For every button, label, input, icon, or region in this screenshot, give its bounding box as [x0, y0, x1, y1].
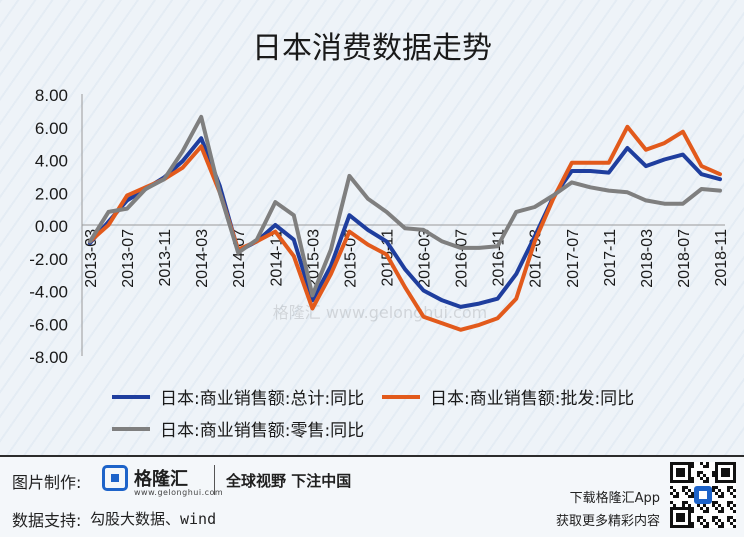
x-tick-label: 2017-07: [565, 229, 582, 288]
series-line-2: [88, 124, 722, 332]
y-tick-label: -4.00: [29, 283, 68, 302]
x-tick-label: 2018-07: [676, 229, 693, 288]
svg-text:格隆汇 www.gelonghui.com: 格隆汇 www.gelonghui.com: [273, 303, 487, 322]
y-tick-label: -6.00: [29, 315, 68, 334]
legend-label-3: 日本:商业销售额:零售:同比: [160, 421, 364, 441]
app-promo-line-1: 下载格隆汇App: [569, 491, 660, 506]
x-tick-label: 2014-11: [268, 229, 285, 287]
x-tick-label: 2013-11: [157, 229, 174, 287]
y-tick-label: -2.00: [29, 250, 68, 269]
watermark: 格隆汇 www.gelonghui.com: [273, 303, 487, 322]
app-promo-line-2: 获取更多精彩内容: [555, 514, 660, 529]
x-tick-label: 2016-11: [491, 229, 508, 287]
legend: 日本:商业销售额:总计:同比 日本:商业销售额:批发:同比日本:商业销售额:零售:…: [112, 389, 634, 441]
line-chart: 日本消费数据走势 格隆汇 www.gelonghui.com 8.00 6.00 4…: [29, 31, 730, 441]
footer: 图片制作: 格隆汇 www.gelonghui.com 全球视野 下注中国 数据…: [0, 455, 744, 537]
x-axis-ticks: 2013-03 2013-07 2013-11 2014-03 2014-07 2014-…: [83, 229, 730, 288]
brand-name: 格隆汇: [134, 469, 188, 490]
y-tick-label: 4.00: [35, 152, 68, 171]
legend-label-2: 日本:商业销售额:批发:同比: [430, 389, 634, 409]
legend-label-1: 日本:商业销售额:总计:同比: [160, 389, 364, 409]
series-lines: [88, 114, 722, 332]
x-tick-label: 2018-11: [713, 229, 730, 287]
chart-title: 日本消费数据走势: [252, 31, 492, 66]
footer-divider: [214, 465, 215, 495]
y-tick-label: 0.00: [35, 217, 68, 236]
data-support-label: 数据支持:: [12, 511, 82, 530]
series-line-3: [88, 114, 722, 298]
x-tick-label: 2015-03: [305, 229, 322, 288]
x-tick-label: 2016-07: [454, 229, 471, 288]
brand-domain: www.gelonghui.com: [134, 488, 224, 497]
app-promo: 下载格隆汇App 获取更多精彩内容: [556, 487, 660, 533]
x-tick-label: 2018-03: [639, 229, 656, 288]
slogan: 全球视野 下注中国: [226, 472, 352, 490]
y-tick-label: 8.00: [35, 86, 68, 105]
series-line-1: [88, 136, 722, 309]
y-tick-label: -8.00: [29, 348, 68, 367]
y-tick-label: 6.00: [35, 119, 68, 138]
x-tick-label: 2014-03: [194, 229, 211, 288]
x-tick-label: 2013-07: [120, 229, 137, 288]
x-tick-label: 2016-03: [417, 229, 434, 288]
brand-logo-icon: [102, 465, 128, 491]
background-pattern: [0, 0, 744, 455]
y-tick-label: 2.00: [35, 184, 68, 203]
x-tick-label: 2015-07: [342, 229, 359, 288]
y-axis-ticks: 8.00 6.00 4.00 2.00 0.00 -2.00 -4.00 -6.00 -8.00: [29, 86, 68, 367]
data-support-value: 勾股大数据、wind: [90, 510, 217, 528]
qr-code-icon[interactable]: [670, 462, 736, 528]
made-by-label: 图片制作:: [12, 473, 82, 492]
x-tick-label: 2017-11: [602, 229, 619, 287]
x-tick-label: 2013-03: [83, 229, 100, 288]
